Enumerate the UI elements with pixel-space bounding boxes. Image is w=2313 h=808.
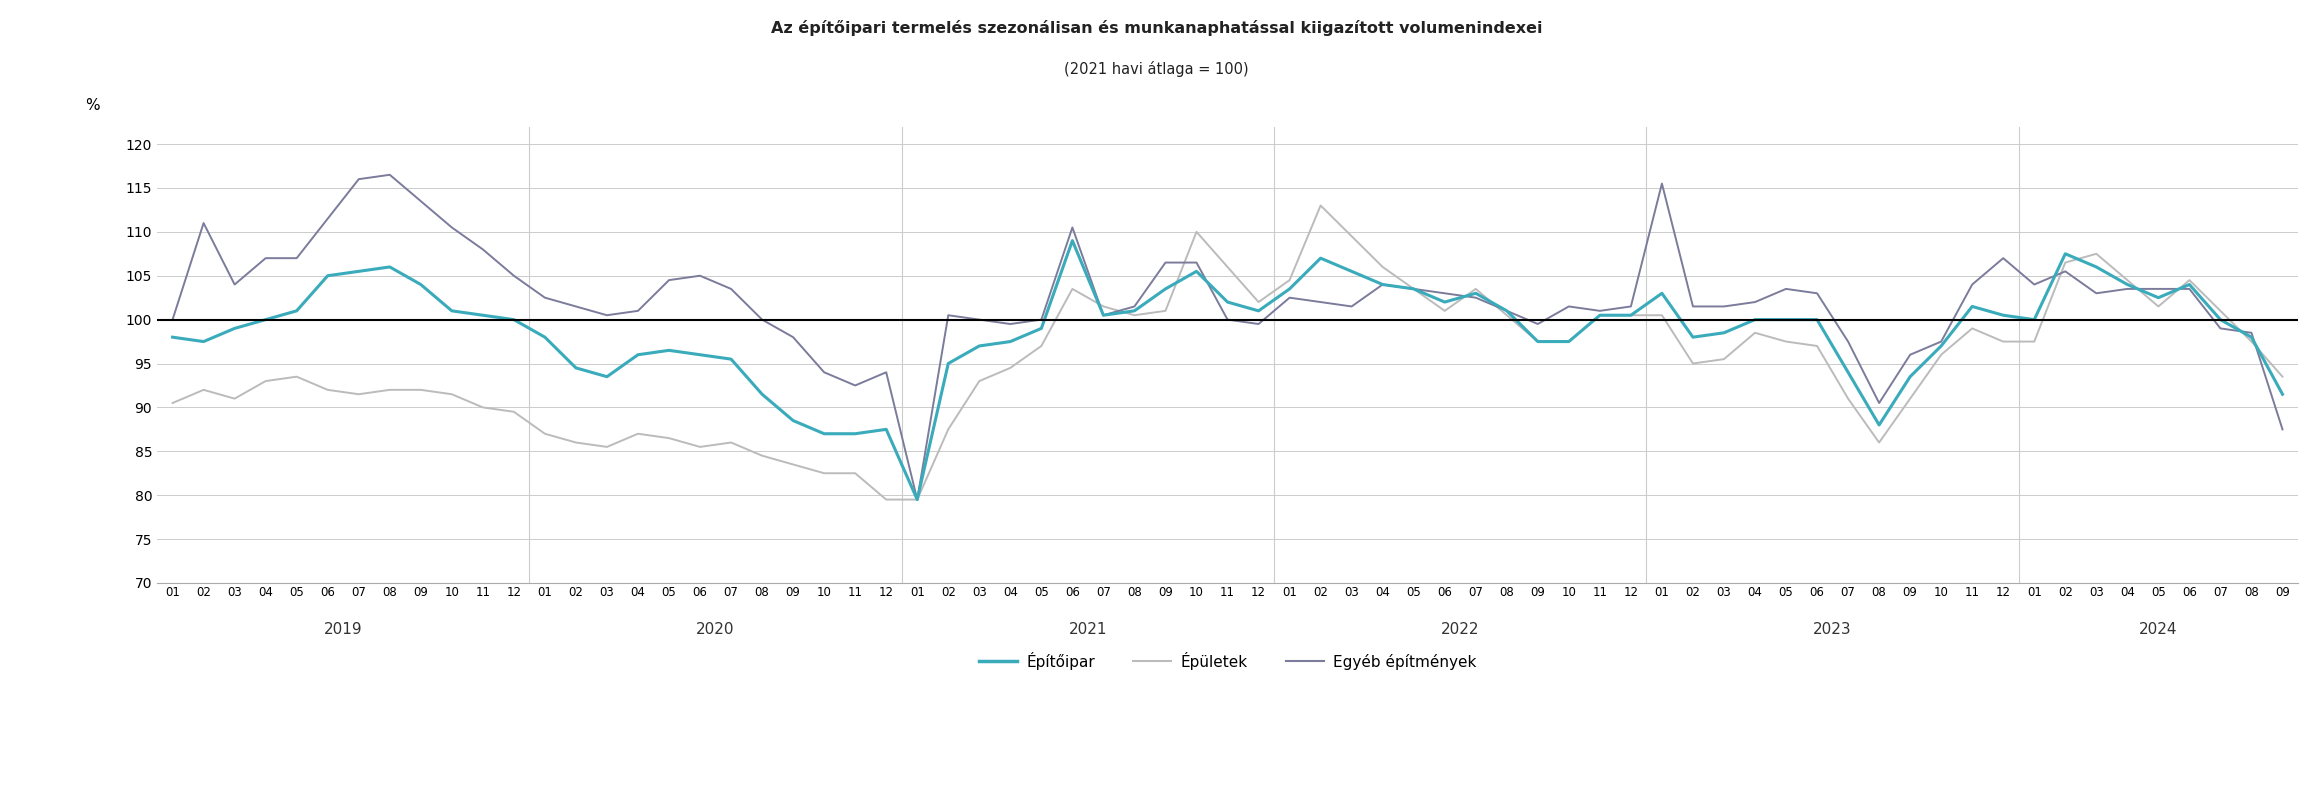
Y-axis label: %: % [86, 98, 99, 113]
Text: 2019: 2019 [324, 622, 363, 637]
Text: (2021 havi átlaga = 100): (2021 havi átlaga = 100) [1064, 61, 1249, 77]
Text: 2024: 2024 [2140, 622, 2177, 637]
Text: 2022: 2022 [1441, 622, 1480, 637]
Text: 2020: 2020 [696, 622, 736, 637]
Legend: Építőipar, Épületek, Egyéb építmények: Építőipar, Épületek, Egyéb építmények [971, 646, 1483, 675]
Text: 2021: 2021 [1069, 622, 1108, 637]
Text: Az építőipari termelés szezonálisan és munkanaphatással kiigazított volumenindex: Az építőipari termelés szezonálisan és m… [770, 20, 1543, 36]
Text: 2023: 2023 [1813, 622, 1853, 637]
